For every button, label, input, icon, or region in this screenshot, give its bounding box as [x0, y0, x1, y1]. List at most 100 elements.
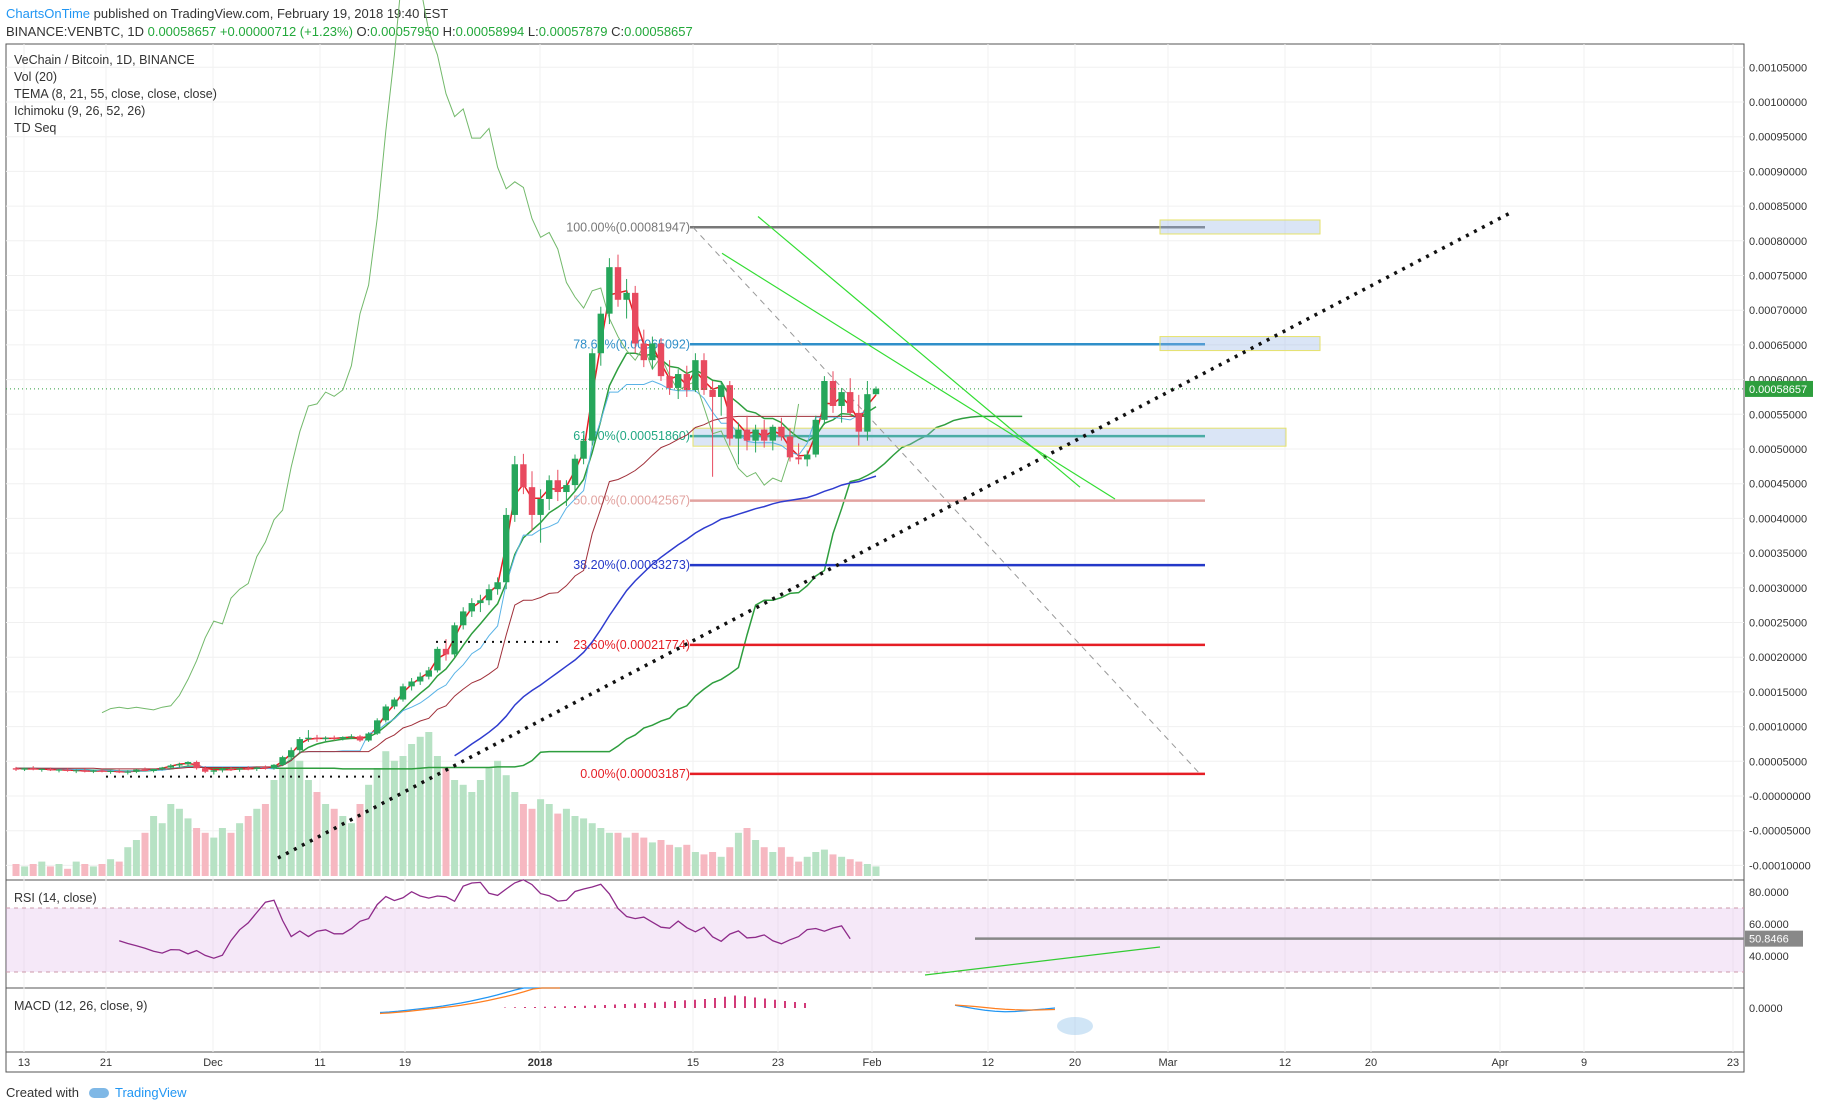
volume-bar — [304, 780, 312, 876]
volume-bar — [184, 818, 192, 876]
candle-body — [64, 769, 71, 772]
candle-body — [408, 681, 415, 687]
legend-tdseq[interactable]: TD Seq — [14, 121, 57, 135]
volume-bar — [717, 856, 725, 876]
time-tick-label: 15 — [687, 1057, 699, 1069]
candle-body — [829, 380, 837, 406]
support-trendline — [277, 211, 1511, 860]
time-tick-label: Apr — [1491, 1057, 1508, 1069]
candle-body — [391, 699, 398, 707]
chart-frame — [5, 43, 1745, 1073]
candle-body — [133, 769, 140, 772]
candle-body — [546, 480, 553, 499]
volume-bar — [588, 823, 596, 876]
volume-bar — [390, 760, 398, 876]
legend-volume[interactable]: Vol (20) — [14, 70, 58, 84]
volume-bar — [451, 780, 459, 876]
volume-bar — [425, 732, 433, 876]
candle-body — [812, 419, 819, 455]
volume-bar — [175, 808, 183, 876]
candle-body — [382, 706, 389, 721]
volume-bar — [597, 828, 605, 876]
fib-level-label: 38.20%(0.00033273) — [573, 558, 690, 572]
candle-body — [348, 736, 355, 738]
volume-bar — [64, 868, 72, 876]
volume-bar — [408, 744, 416, 876]
price-tick-label: 0.00065000 — [1749, 340, 1807, 352]
candle-body — [296, 739, 303, 751]
candle-body — [666, 376, 673, 388]
time-tick-label: 12 — [1279, 1057, 1291, 1069]
price-tick-label: 0.00095000 — [1749, 132, 1807, 144]
candle-body — [872, 388, 880, 395]
legend-symbol[interactable]: VeChain / Bitcoin, 1D, BINANCE — [14, 53, 195, 67]
time-tick-label: 20 — [1069, 1057, 1081, 1069]
volume-bar — [502, 775, 510, 876]
macd-tick-label: 0.0000 — [1749, 1003, 1783, 1015]
legend-tema[interactable]: TEMA (8, 21, 55, close, close, close) — [14, 87, 217, 101]
candle-body — [374, 720, 381, 734]
price-tick-label: 0.00015000 — [1749, 687, 1807, 699]
volume-bar — [562, 808, 570, 876]
volume-bar — [872, 866, 880, 876]
volume-bar — [820, 849, 828, 876]
candle-body — [554, 480, 561, 493]
volume-bar — [21, 866, 29, 876]
time-tick-label: 9 — [1581, 1057, 1587, 1069]
candle-body — [597, 313, 604, 354]
author-link[interactable]: ChartsOnTime — [6, 6, 91, 21]
candle-body — [683, 374, 690, 391]
macd-legend[interactable]: MACD (12, 26, close, 9) — [14, 999, 148, 1013]
volume-bar — [691, 852, 699, 876]
volume-bar — [38, 861, 46, 876]
volume-bar — [657, 840, 665, 876]
legend-ichimoku[interactable]: Ichimoku (9, 26, 52, 26) — [14, 104, 146, 118]
price-tick-label: 0.00040000 — [1749, 513, 1807, 525]
macd-signal-line — [954, 1004, 1056, 1011]
candle-body — [399, 686, 407, 700]
candle-body — [210, 770, 217, 772]
price-tick-label: 0.00075000 — [1749, 271, 1807, 283]
candle-body — [847, 392, 854, 413]
candle-body — [434, 648, 441, 671]
price-tick-label: 0.00080000 — [1749, 236, 1807, 248]
rsi-tick-label: 40.0000 — [1749, 951, 1789, 963]
volume-bar — [571, 816, 579, 876]
volume-bar — [55, 864, 63, 876]
fib-level-label: 0.00%(0.00003187) — [580, 767, 690, 781]
candle-body — [245, 768, 252, 770]
volume-bar — [726, 847, 734, 876]
price-tick-label: 0.00070000 — [1749, 305, 1807, 317]
last-price-label: 0.00058657 — [1749, 384, 1807, 396]
price-tick-label: 0.00090000 — [1749, 166, 1807, 178]
volume-bar — [640, 837, 648, 876]
volume-bar — [416, 736, 424, 876]
candle-body — [167, 765, 174, 768]
tradingview-link[interactable]: TradingView — [115, 1085, 187, 1100]
candle-body — [21, 768, 28, 770]
volume-bar — [287, 756, 295, 876]
volume-bar — [743, 828, 751, 876]
candle-body — [98, 770, 106, 772]
volume-bar — [494, 760, 502, 876]
rsi-legend[interactable]: RSI (14, close) — [14, 891, 97, 905]
publish-info: ChartsOnTime published on TradingView.co… — [6, 4, 448, 24]
candle-body — [778, 426, 785, 437]
time-tick-label: 23 — [1727, 1057, 1739, 1069]
volume-bar — [261, 804, 269, 876]
fib-level-label: 61.80%(0.00051860) — [573, 429, 690, 443]
volume-bar — [648, 842, 656, 876]
price-tick-label: 0.00010000 — [1749, 722, 1807, 734]
volume-bar — [81, 864, 89, 876]
candle-body — [141, 769, 149, 772]
volume-bar — [201, 832, 209, 876]
candle-body — [589, 353, 596, 441]
candle-body — [356, 736, 364, 741]
candle-body — [511, 464, 518, 515]
symbol-label: BINANCE:VENBTC, 1D — [6, 24, 144, 39]
macd-signal-line — [379, 987, 560, 1015]
ichimoku-chikou — [101, 0, 800, 714]
candle-body — [305, 737, 312, 740]
candle-body — [322, 737, 329, 740]
